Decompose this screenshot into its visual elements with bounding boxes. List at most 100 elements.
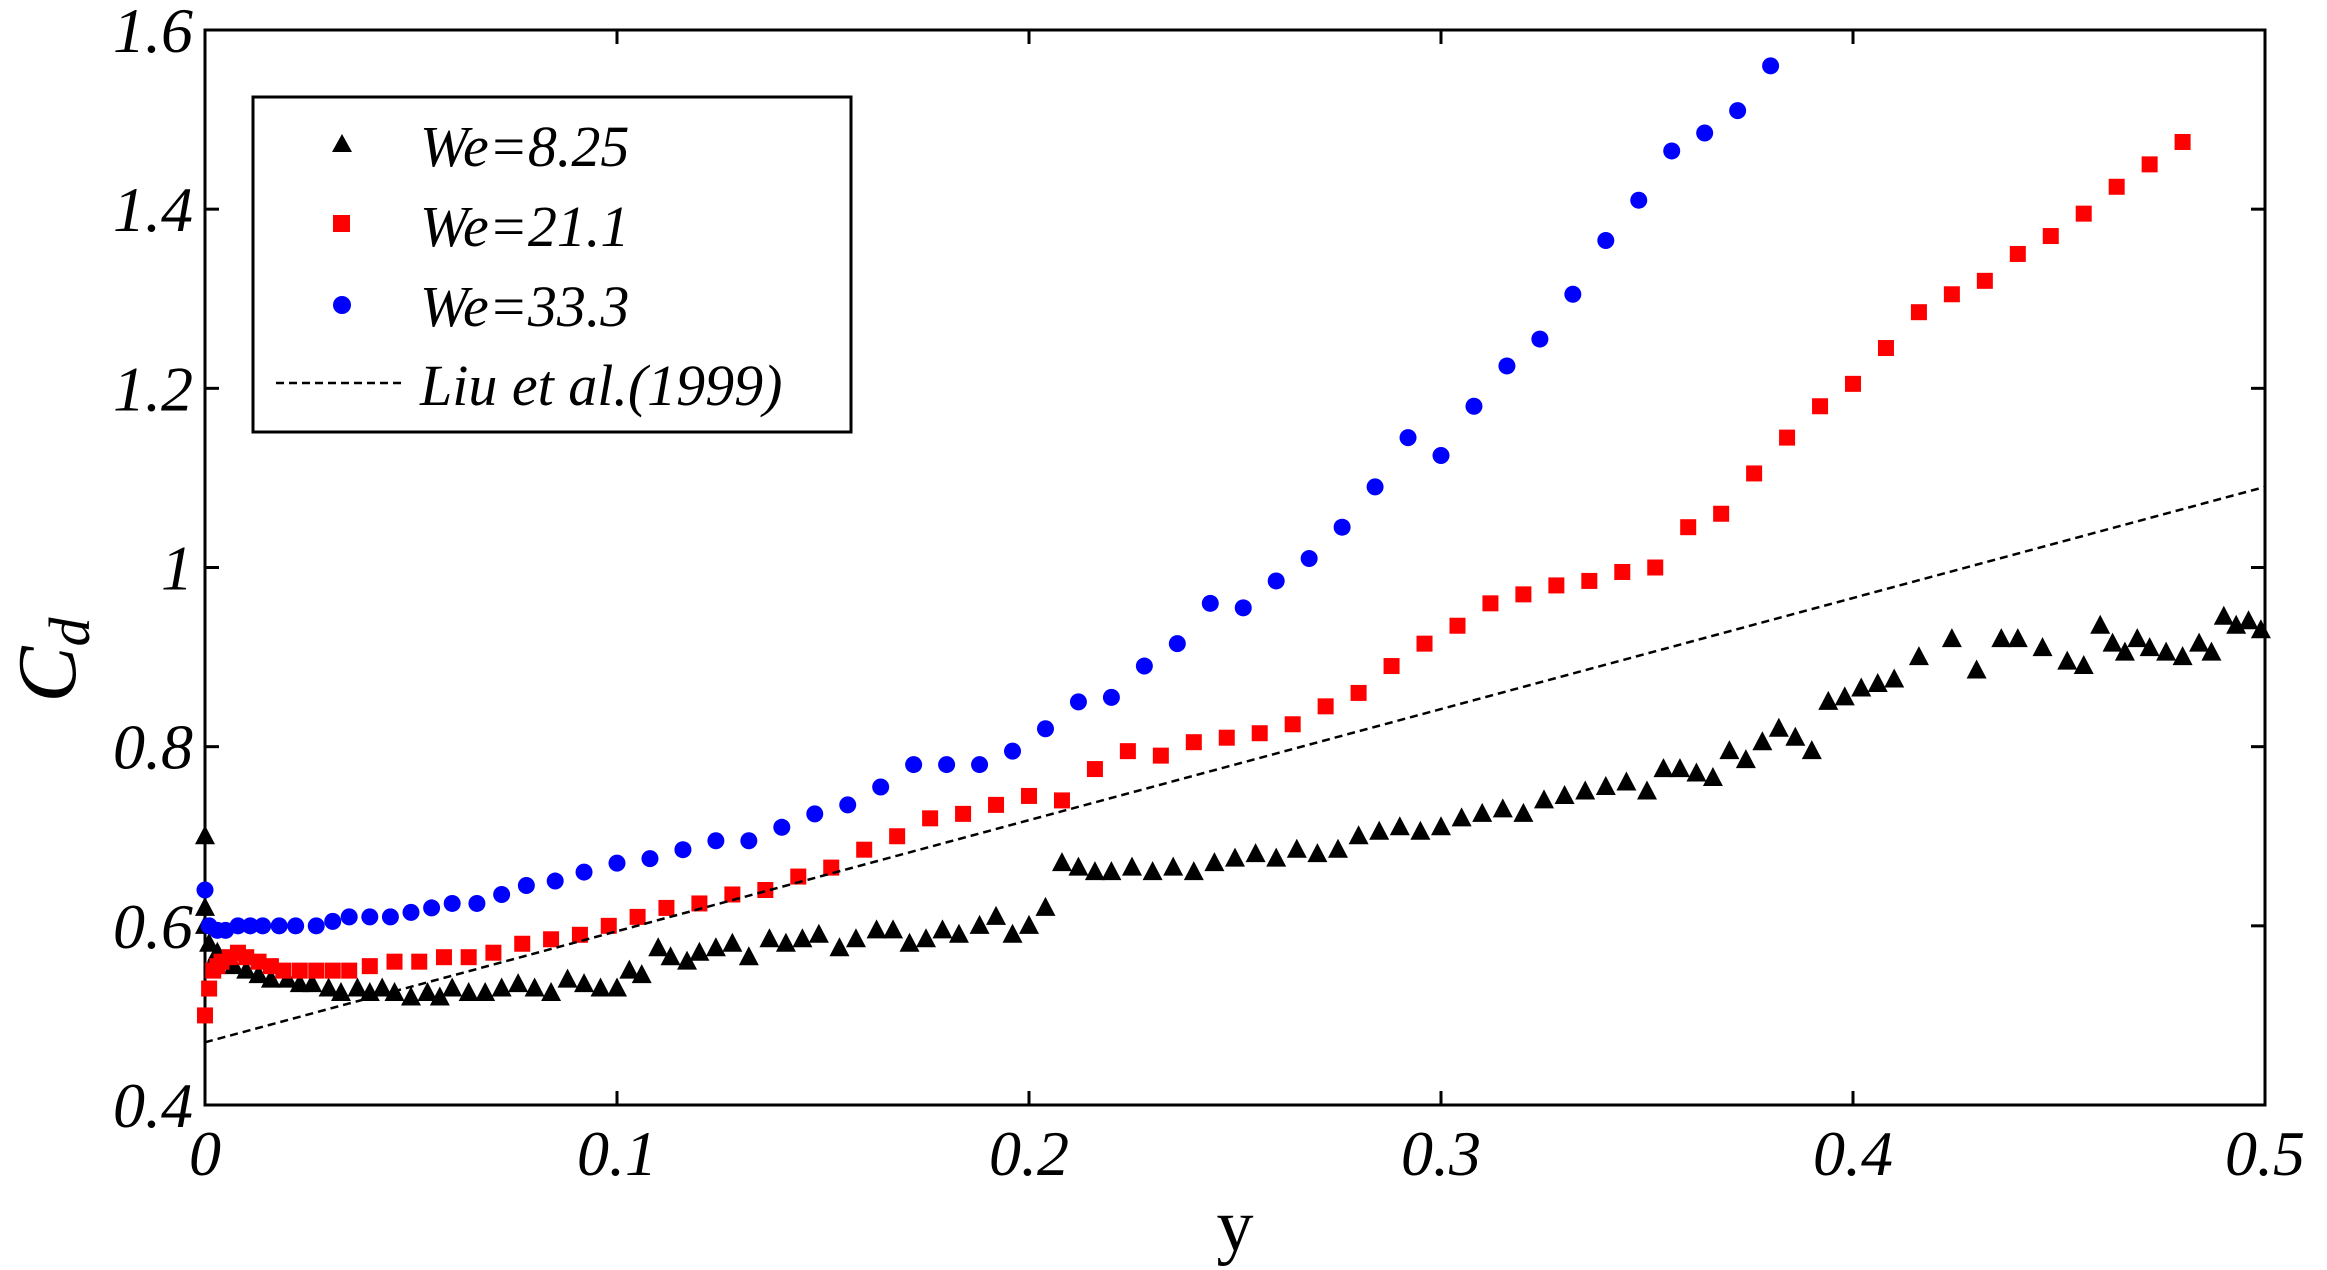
data-point-circle [1498, 357, 1516, 375]
data-point-circle [1267, 572, 1285, 590]
data-point-circle [1004, 742, 1022, 760]
y-tick-label: 1.2 [113, 353, 193, 424]
legend-label-we333: We=33.3 [420, 274, 629, 339]
data-point-triangle [557, 968, 578, 988]
data-point-triangle [2057, 650, 2078, 670]
data-point-square [1449, 617, 1466, 634]
data-point-triangle [1204, 852, 1225, 872]
data-point-square [1845, 375, 1861, 392]
data-point-circle [468, 894, 486, 912]
data-point-triangle [1719, 740, 1740, 760]
data-point-square [543, 931, 560, 948]
data-point-triangle [631, 964, 652, 984]
data-point-triangle [1752, 731, 1773, 751]
data-point-triangle [969, 914, 990, 934]
data-point-square [361, 958, 378, 975]
data-point-square [2009, 245, 2026, 262]
tick-labels: 0 0.1 0.2 0.3 0.4 0.5 0.4 0.6 0.8 1 1.2 1.4 1.6 [113, 0, 2305, 1189]
data-point-circle [324, 912, 342, 930]
data-point-square [1746, 465, 1763, 482]
x-axis-label: y [1217, 1185, 1254, 1267]
data-point-circle [1597, 232, 1615, 250]
data-point-circle [287, 917, 305, 935]
data-point-triangle [1991, 628, 2012, 648]
data-point-triangle [1389, 816, 1410, 836]
data-point-triangle [2189, 632, 2210, 652]
data-point-square [922, 810, 939, 827]
data-point-circle [196, 881, 214, 899]
data-point-triangle [1101, 861, 1122, 881]
data-point-triangle [1554, 784, 1575, 804]
data-point-triangle [899, 932, 920, 952]
y-tick-label: 1.4 [113, 174, 193, 245]
data-point-square [1152, 747, 1169, 764]
data-point-triangle [1637, 780, 1657, 800]
data-point-triangle [2238, 610, 2259, 630]
y-axis-label: Cd [1, 616, 102, 702]
data-point-triangle [648, 937, 669, 957]
legend-label-we211: We=21.1 [420, 194, 629, 259]
data-point-circle [905, 756, 923, 774]
data-point-triangle [1266, 847, 1287, 867]
data-point-square [1581, 572, 1598, 589]
data-point-square [1317, 698, 1334, 715]
legend-label-liu: Liu et al.(1999) [419, 353, 782, 418]
data-point-square [460, 949, 477, 966]
data-point-triangle [792, 928, 813, 948]
series-We=8.25 [195, 605, 2271, 1006]
data-point-triangle [1616, 771, 1637, 791]
data-point-square [1218, 729, 1235, 746]
data-point-triangle [2032, 637, 2053, 657]
data-point-triangle [195, 896, 215, 916]
data-point-square [629, 908, 646, 925]
data-point-square [1053, 792, 1070, 809]
data-point-triangle [2139, 637, 2160, 657]
data-point-triangle [1595, 775, 1616, 795]
axis-ticks [203, 28, 2267, 1107]
data-point-square [485, 944, 502, 961]
data-point-triangle [590, 977, 611, 997]
data-point-circle [1729, 102, 1747, 120]
data-point-square [1877, 340, 1894, 357]
data-point-circle [1102, 688, 1120, 706]
data-point-triangle [677, 950, 698, 970]
data-point-triangle [607, 977, 627, 997]
y-tick-label: 0.8 [113, 712, 193, 783]
data-point-square [2141, 156, 2158, 173]
series-We=33.3 [196, 57, 1780, 939]
data-point-triangle [689, 941, 710, 961]
data-point-circle [254, 917, 272, 935]
y-tick-label: 1 [161, 533, 193, 604]
data-point-triangle [829, 937, 850, 957]
x-tick-label: 0.2 [989, 1118, 1069, 1189]
data-point-circle [608, 854, 626, 872]
data-point-triangle [1834, 686, 1855, 706]
data-point-square [1515, 586, 1532, 603]
legend-box [251, 95, 853, 434]
data-point-square [658, 899, 675, 916]
data-point-triangle [1908, 646, 1929, 666]
data-point-square [1350, 684, 1367, 701]
data-point-square [1383, 658, 1400, 675]
data-point-square [435, 949, 452, 966]
data-point-triangle [1851, 677, 1872, 697]
data-point-circle [971, 756, 989, 774]
data-point-triangle [2127, 628, 2148, 648]
data-point-triangle [330, 982, 351, 1002]
legend-marker-circle [333, 296, 351, 314]
y-axis-label-sub: d [37, 616, 102, 646]
data-point-square [691, 895, 708, 912]
data-point-triangle [1884, 668, 1905, 688]
data-point-circle [806, 805, 824, 823]
data-point-square [250, 953, 267, 970]
data-point-triangle [1068, 856, 1089, 876]
data-point-triangle [401, 986, 421, 1006]
data-point-circle [839, 796, 857, 814]
data-point-square [1416, 635, 1433, 652]
data-point-square [2108, 178, 2125, 195]
data-point-circle [443, 894, 461, 912]
data-point-square [1482, 595, 1499, 612]
data-point-square [275, 962, 292, 979]
data-point-triangle [1410, 820, 1431, 840]
data-point-square [1713, 505, 1730, 522]
